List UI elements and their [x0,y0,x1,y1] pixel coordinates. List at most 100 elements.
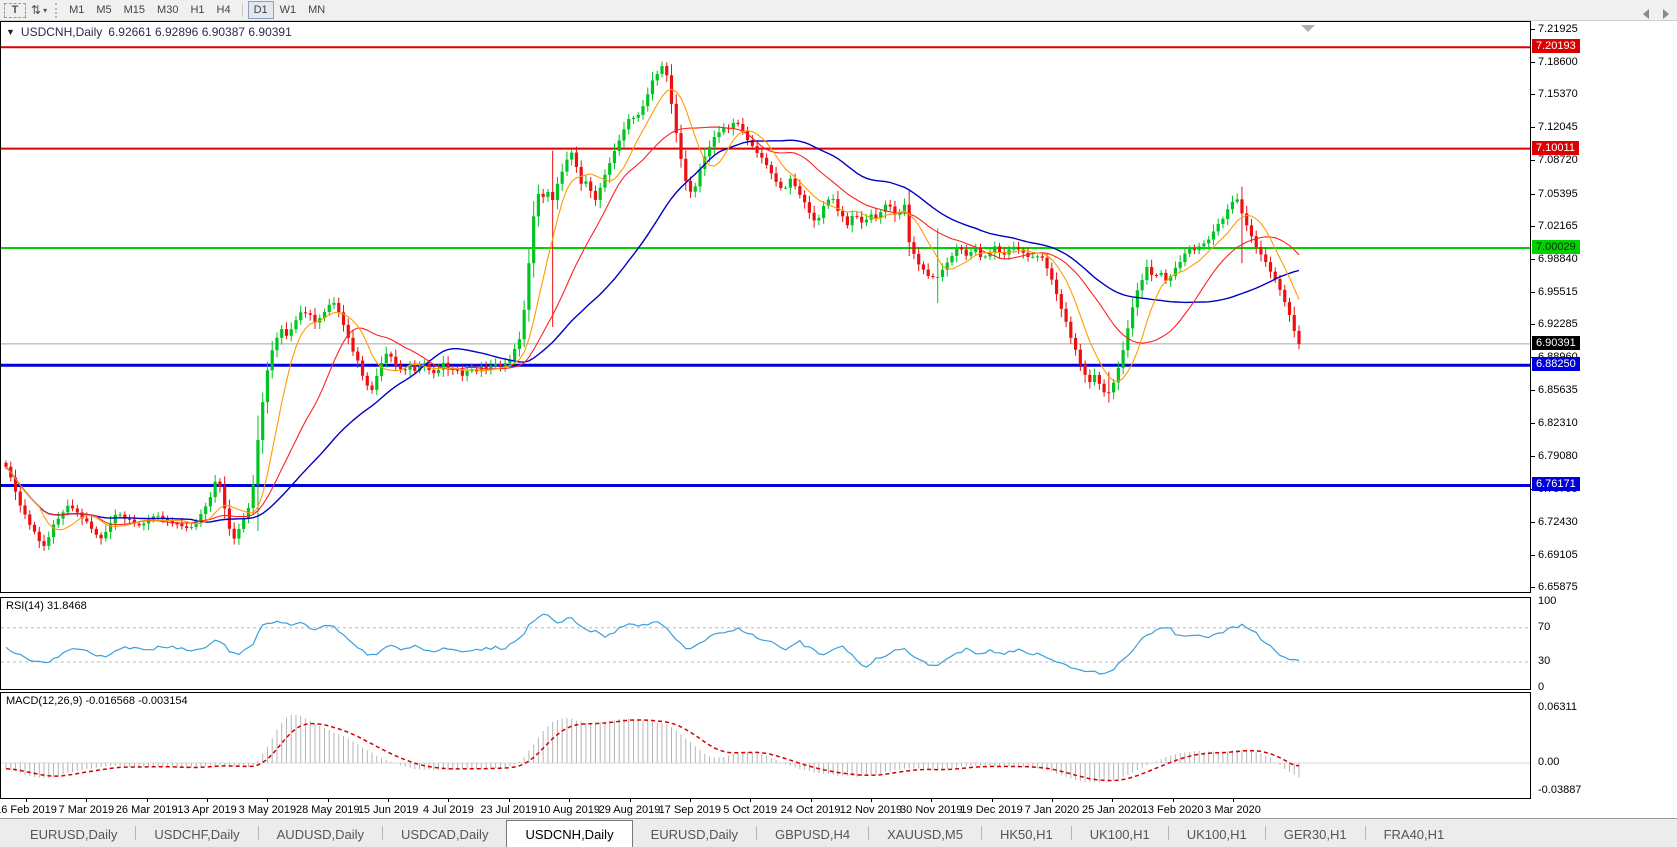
main-chart-panel[interactable] [0,21,1531,593]
price-axis-label: 7.12045 [1538,121,1578,134]
toolbar-separator [241,3,243,17]
date-axis-label: 24 Oct 2019 [780,804,841,816]
chart-tab-gbpusd-h4[interactable]: GBPUSD,H4 [774,826,851,842]
axis-tick [1531,390,1535,392]
date-axis-label: 4 Jul 2019 [423,804,474,816]
price-axis-label: 6.95515 [1538,285,1578,298]
chart-tab-fra40-h1[interactable]: FRA40,H1 [1383,826,1445,842]
rsi-axis-label: 0 [1538,680,1545,693]
tab-scroll-left-icon[interactable] [1643,9,1649,19]
date-axis-label: 3 Mar 2020 [1205,804,1261,816]
date-tick [810,799,812,802]
date-axis-label: 29 Aug 2019 [598,804,661,816]
date-axis-label: 23 Jul 2019 [480,804,538,816]
date-tick [508,799,510,802]
rsi-label: RSI(14) 31.8468 [6,600,87,612]
price-level-badge: 7.20193 [1532,39,1580,54]
macd-canvas[interactable] [1,693,1530,798]
date-tick [931,799,933,802]
price-chart-canvas[interactable] [1,22,1530,592]
date-tick [146,799,148,802]
tab-separator [382,826,384,840]
tab-separator [135,826,137,840]
timeframe-button-h4[interactable]: H4 [216,4,231,16]
rsi-panel[interactable]: RSI(14) 31.8468 [0,597,1531,690]
date-tick [1112,799,1114,802]
chart-symbol-label: USDCNH,Daily [20,25,103,39]
chart-tab-eurusd-daily[interactable]: EURUSD,Daily [30,826,118,842]
axis-tick [1531,225,1535,227]
axis-tick [1531,423,1535,425]
price-axis-label: 6.98840 [1538,252,1578,265]
arrows-dropdown-button[interactable]: ⇅ ▾ [26,1,52,19]
price-axis-label: 6.72430 [1538,515,1578,528]
chart-tab-usdchf-daily[interactable]: USDCHF,Daily [154,826,240,842]
date-axis-label: 7 Jan 2020 [1024,804,1080,816]
date-axis-label: 28 May 2019 [295,804,360,816]
timeframe-group: M1 M5 M15 M30 H1 H4 D1 W1 MN [63,1,331,19]
price-axis-label: 6.92285 [1538,318,1578,331]
chart-tab-usdcad-daily[interactable]: USDCAD,Daily [401,826,489,842]
tab-separator [1167,826,1169,840]
axis-tick [1531,554,1535,556]
chart-tab-audusd-daily[interactable]: AUDUSD,Daily [276,826,365,842]
axis-tick [1531,62,1535,64]
macd-axis: 0.06311 0.00 -0.03887 [1531,692,1677,799]
price-level-badge: 6.90391 [1532,335,1580,350]
toolbar-grip [55,2,60,18]
axis-tick [1531,160,1535,162]
timeframe-button-w1[interactable]: W1 [279,4,297,16]
tab-separator [1264,826,1266,840]
date-axis-label: 13 Feb 2020 [1141,804,1204,816]
tab-separator [868,826,870,840]
tab-separator [1364,826,1366,840]
toolbar: T ⇅ ▾ M1 M5 M15 M30 H1 H4 D1 W1 MN [0,0,1677,21]
axis-tick [1531,127,1535,129]
date-axis-label: 15 Jun 2019 [357,804,419,816]
macd-label: MACD(12,26,9) -0.016568 -0.003154 [6,695,188,707]
chart-title: ▼ USDCNH,Daily 6.92661 6.92896 6.90387 6… [6,25,292,39]
text-tool-button[interactable]: T [4,2,26,18]
price-axis-label: 7.08720 [1538,154,1578,167]
rsi-axis-label: 70 [1538,620,1551,633]
timeframe-button-h1[interactable]: H1 [190,4,205,16]
axis-tick [1531,455,1535,457]
date-tick [870,799,872,802]
chart-tab-uk100-h1[interactable]: UK100,H1 [1089,826,1150,842]
date-axis-label: 30 Nov 2019 [900,804,963,816]
date-tick [1172,799,1174,802]
price-axis-label: 6.82310 [1538,417,1578,430]
chart-tab-eurusd-daily[interactable]: EURUSD,Daily [650,826,738,842]
tab-scroll-right-icon[interactable] [1663,9,1669,19]
timeframe-button-m15[interactable]: M15 [123,4,146,16]
timeframe-button-m1[interactable]: M1 [69,4,85,16]
timeframe-button-m30[interactable]: M30 [157,4,179,16]
date-axis-label: 7 Mar 2019 [58,804,115,816]
collapse-caret-icon[interactable]: ▼ [6,27,15,37]
date-tick [689,799,691,802]
macd-panel[interactable]: MACD(12,26,9) -0.016568 -0.003154 [0,692,1531,799]
chart-tab-bar: EURUSD,Daily USDCHF,Daily AUDUSD,Daily USDC… [0,818,1677,847]
chart-tab-xauusd-m5[interactable]: XAUUSD,M5 [887,826,963,842]
tab-separator [1070,826,1072,840]
timeframe-button-d1[interactable]: D1 [247,1,274,19]
date-tick [267,799,269,802]
price-axis-label: 6.79080 [1538,449,1578,462]
date-axis-label: 5 Oct 2019 [723,804,778,816]
tab-separator [257,826,259,840]
macd-axis-label: 0.00 [1538,756,1560,768]
axis-tick [1531,94,1535,96]
timeframe-button-mn[interactable]: MN [308,4,326,16]
chart-tab-uk100-h1[interactable]: UK100,H1 [1186,826,1247,842]
date-tick [569,799,571,802]
chart-tab-ger30-h1[interactable]: GER30,H1 [1283,826,1347,842]
chart-tab-usdcnh-daily[interactable]: USDCNH,Daily [506,820,633,847]
date-axis-label: 12 Nov 2019 [839,804,903,816]
chart-tab-hk50-h1[interactable]: HK50,H1 [999,826,1053,842]
date-axis-label: 17 Sep 2019 [658,804,722,816]
rsi-canvas[interactable] [1,598,1530,689]
price-level-badge: 6.88250 [1532,357,1580,372]
price-axis-label: 7.15370 [1538,88,1578,101]
timeframe-button-m5[interactable]: M5 [96,4,112,16]
